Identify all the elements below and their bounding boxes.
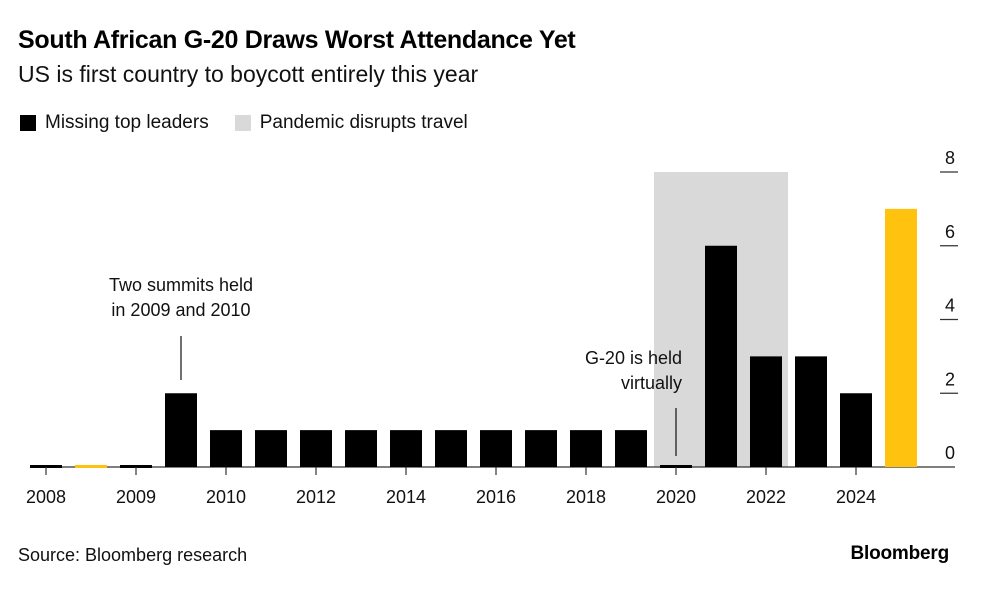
x-tick-label: 2010 — [206, 487, 246, 507]
legend-item-missing-leaders: Missing top leaders — [20, 112, 209, 134]
bar-2015 — [435, 430, 467, 467]
bar-2017 — [525, 430, 557, 467]
bar-2010 — [210, 430, 242, 467]
x-tick-label: 2008 — [26, 487, 66, 507]
legend-swatch-gray — [234, 115, 251, 131]
bar-zero-2009 — [120, 465, 152, 468]
annotation-two-summits: in 2009 and 2010 — [111, 300, 250, 320]
x-tick-label: 2020 — [656, 487, 696, 507]
x-tick-label: 2009 — [116, 487, 156, 507]
bar-2024 — [840, 393, 872, 467]
bar-2022 — [750, 356, 782, 467]
y-tick-label: 8 — [945, 148, 955, 168]
annotation-held-virtually: virtually — [621, 373, 682, 393]
chart-title: South African G-20 Draws Worst Attendanc… — [18, 26, 576, 54]
bar-2018 — [570, 430, 602, 467]
y-tick-label: 2 — [945, 369, 955, 389]
annotation-held-virtually: G-20 is held — [585, 348, 682, 368]
bar-2013 — [345, 430, 377, 467]
x-tick-label: 2012 — [296, 487, 336, 507]
x-tick-label: 2014 — [386, 487, 426, 507]
bar-zero-2009 (1st) — [75, 465, 107, 468]
x-tick-label: 2022 — [746, 487, 786, 507]
bar-2023 — [795, 356, 827, 467]
bar-2019 — [615, 430, 647, 467]
y-tick-label: 4 — [945, 296, 955, 316]
bar-zero-2008 — [30, 465, 62, 468]
y-tick-label: 6 — [945, 222, 955, 242]
legend-swatch-black — [20, 115, 36, 131]
bloomberg-logo: Bloomberg — [850, 543, 950, 564]
bar-2012 — [300, 430, 332, 467]
bar-2021 — [705, 245, 737, 467]
bar-zero-2020 — [660, 465, 692, 468]
legend-item-pandemic: Pandemic disrupts travel — [234, 112, 468, 134]
x-tick-label: 2018 — [566, 487, 606, 507]
legend-label: Missing top leaders — [45, 112, 209, 133]
chart-subtitle: US is first country to boycott entirely … — [18, 61, 479, 87]
bar-2025 — [885, 208, 917, 467]
x-tick-label: 2024 — [836, 487, 876, 507]
legend-label: Pandemic disrupts travel — [259, 112, 468, 133]
legend: Missing top leaders Pandemic disrupts tr… — [20, 112, 494, 134]
annotation-two-summits: Two summits held — [109, 275, 253, 295]
bar-2010 (1st) — [165, 393, 197, 467]
x-tick-label: 2016 — [476, 487, 516, 507]
bar-2011 — [255, 430, 287, 467]
y-tick-label: 0 — [945, 443, 955, 463]
source-note: Source: Bloomberg research — [18, 545, 248, 565]
bar-2014 — [390, 430, 422, 467]
bar-2016 — [480, 430, 512, 467]
